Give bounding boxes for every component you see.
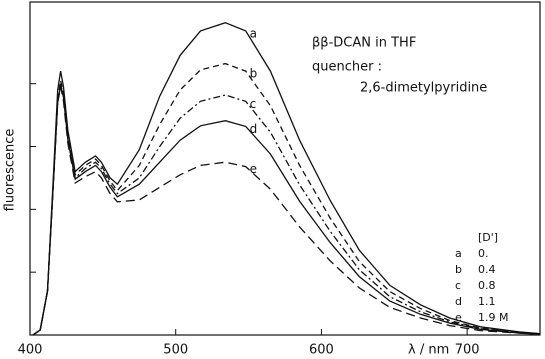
annotation: ββ-DCAN in THF xyxy=(312,36,416,51)
curve-label: a xyxy=(250,26,257,40)
x-tick-label: 500 xyxy=(163,343,188,358)
table-value: 1.1 xyxy=(478,295,496,308)
curve-label: c xyxy=(250,97,257,111)
table-value: 0. xyxy=(478,247,489,260)
x-tick-label: 400 xyxy=(18,343,43,358)
table-value: 0.8 xyxy=(478,279,496,292)
curve-label: e xyxy=(250,162,257,176)
x-tick-label: 700 xyxy=(455,343,480,358)
spectrum-line xyxy=(32,83,541,336)
annotation: 2,6-dimetylpyridine xyxy=(360,81,487,96)
x-axis-label: λ / nm xyxy=(408,343,449,358)
spectrum-line xyxy=(32,22,541,336)
table-header: [D'] xyxy=(478,231,498,244)
x-tick-label: 600 xyxy=(309,343,334,358)
y-axis-label: fluorescence xyxy=(3,129,18,212)
plot-frame xyxy=(29,1,541,336)
spectrum-line xyxy=(32,62,541,336)
spectrum-line xyxy=(32,86,541,336)
table-key: b xyxy=(455,263,462,276)
curve-label: b xyxy=(250,67,258,81)
table-value: 0.4 xyxy=(478,263,496,276)
curve-label: d xyxy=(250,122,258,136)
annotation: quencher : xyxy=(312,60,382,75)
table-key: c xyxy=(455,279,461,292)
table-value: 1.9 M xyxy=(478,311,508,324)
table-key: e xyxy=(455,311,462,324)
table-key: a xyxy=(455,247,462,260)
table-key: d xyxy=(455,295,462,308)
